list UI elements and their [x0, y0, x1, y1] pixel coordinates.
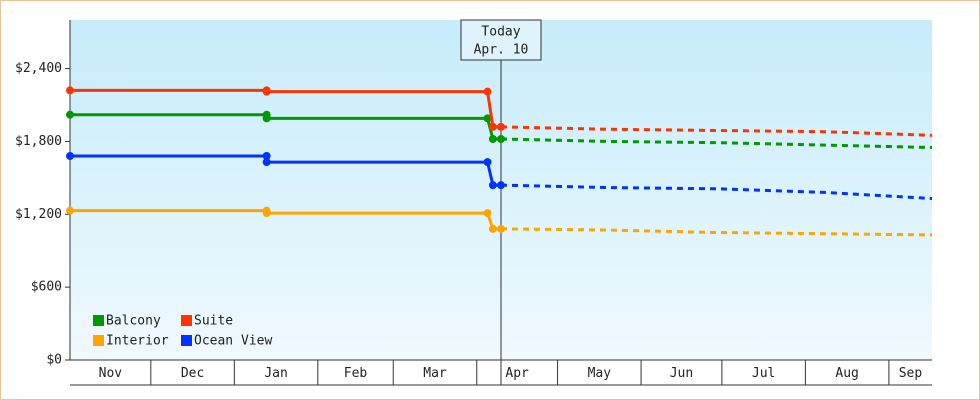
series-line: [500, 183, 933, 200]
legend-swatch: [93, 315, 104, 326]
point: [483, 209, 492, 218]
point: [488, 135, 497, 143]
legend-swatch: [93, 335, 104, 346]
point: [66, 110, 74, 119]
point: [497, 135, 505, 143]
point: [262, 114, 271, 123]
legend-label: Ocean View: [194, 334, 272, 349]
point: [262, 152, 271, 160]
point: [488, 224, 497, 233]
x-tick-label: May: [588, 366, 612, 381]
legend-label: Balcony: [106, 314, 161, 329]
point: [497, 181, 505, 190]
point: [488, 181, 497, 190]
point: [262, 158, 271, 167]
x-tick-label: Mar: [423, 366, 447, 381]
point: [262, 209, 271, 218]
x-tick-label: Jun: [670, 366, 693, 381]
point: [66, 206, 74, 215]
point: [483, 114, 492, 123]
x-tick-label: Aug: [835, 366, 858, 381]
point: [483, 87, 492, 96]
today-box: [460, 19, 542, 61]
x-tick-label: Sep: [899, 366, 923, 381]
legend-swatch: [181, 335, 192, 346]
legend-label: Interior: [106, 334, 169, 349]
series-line: [500, 125, 933, 137]
y-tick-label: $1,800: [15, 134, 62, 149]
series-line: [500, 227, 933, 237]
x-tick-label: Nov: [99, 366, 123, 381]
point: [66, 86, 74, 95]
today-label: Today: [481, 25, 520, 40]
x-tick-label: Jul: [752, 366, 775, 381]
y-tick-label: $1,200: [15, 207, 62, 222]
y-tick-label: $0: [46, 353, 62, 368]
point: [66, 152, 74, 160]
x-tick-label: Jan: [264, 366, 287, 381]
x-tick-label: Dec: [181, 366, 204, 381]
series-line: [500, 137, 933, 149]
x-tick-label: Feb: [344, 366, 368, 381]
point: [497, 122, 505, 131]
point: [488, 122, 497, 131]
legend-label: Suite: [194, 314, 233, 329]
point: [262, 87, 271, 96]
legend-swatch: [181, 315, 192, 326]
x-tick-label: Apr: [505, 366, 529, 381]
y-tick-label: $2,400: [15, 61, 62, 76]
y-tick-label: $600: [31, 280, 62, 295]
today-label: Apr. 10: [474, 43, 529, 58]
point: [483, 158, 492, 167]
point: [497, 224, 505, 233]
